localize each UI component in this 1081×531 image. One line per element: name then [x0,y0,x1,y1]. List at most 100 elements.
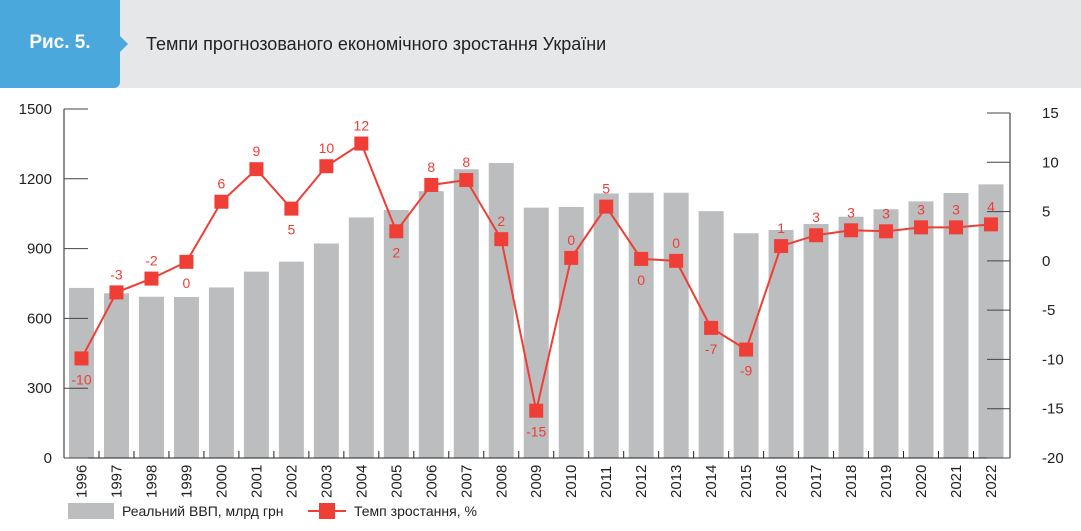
growth-data-label: -10 [71,371,91,387]
growth-data-label: 4 [987,198,995,214]
x-tick-label: 2014 [703,465,720,498]
growth-marker-2013 [669,253,684,268]
legend-line-swatch [308,503,346,519]
x-tick-label: 2017 [808,465,825,498]
left-tick-label: 1500 [19,101,52,118]
growth-data-label: 10 [319,140,335,156]
growth-data-label: 3 [917,201,925,217]
bar-1998 [138,296,164,458]
right-tick-label: -20 [1042,450,1064,467]
growth-data-label: 5 [602,181,610,197]
legend-label-gdp: Реальний ВВП, млрд грн [122,503,284,519]
growth-marker-2014 [704,320,719,335]
left-tick-label: 0 [44,450,52,467]
bar-2021 [943,192,969,458]
growth-marker-2020 [914,220,929,235]
x-tick-label: 2018 [843,465,860,498]
growth-marker-2018 [844,223,859,238]
figure-tab: Рис. 5. [0,0,120,88]
x-tick-label: 1998 [143,465,160,498]
x-tick-label: 2012 [633,465,650,498]
growth-data-label: 12 [354,118,370,134]
x-tick-label: 2007 [458,465,475,498]
left-tick-label: 300 [27,380,52,397]
x-tick-label: 2013 [668,465,685,498]
bar-2010 [558,206,584,458]
x-tick-label: 2022 [983,465,1000,498]
x-tick-label: 2021 [948,465,965,498]
bar-2007 [453,169,479,458]
growth-data-label: 6 [218,176,226,192]
growth-data-label: 9 [253,143,261,159]
growth-marker-2003 [319,159,334,174]
growth-marker-2001 [249,162,264,177]
x-tick-label: 2011 [598,466,615,498]
right-tick-label: -5 [1042,302,1055,319]
bar-2001 [243,271,269,458]
x-tick-label: 2019 [878,465,895,498]
bar-1997 [103,293,129,458]
bar-2017 [803,223,829,458]
right-tick-label: -15 [1042,401,1064,418]
growth-data-label: 8 [462,154,470,170]
legend-item-growth: Темп зростання, % [308,503,477,519]
growth-marker-1999 [179,254,194,269]
growth-marker-2011 [599,199,614,214]
growth-data-label: -15 [526,424,546,440]
bar-2012 [628,192,654,458]
growth-data-label: 8 [427,159,435,175]
growth-marker-2010 [564,250,579,265]
growth-marker-2006 [424,177,439,192]
growth-marker-1998 [144,271,159,286]
growth-marker-2016 [774,239,789,254]
growth-data-label: 3 [812,209,820,225]
growth-data-label: 0 [567,232,575,248]
legend-bar-swatch [68,503,114,519]
left-tick-label: 1200 [19,171,52,188]
growth-marker-2021 [949,220,963,235]
x-tick-label: 2002 [283,465,300,498]
bar-2004 [348,217,374,458]
x-tick-label: 1997 [108,465,125,498]
left-tick-label: 900 [27,241,52,258]
growth-data-label: 3 [952,201,960,217]
growth-data-label: -9 [740,363,753,379]
bar-2006 [418,191,444,458]
bar-2002 [278,261,304,458]
growth-marker-2000 [214,194,229,209]
x-tick-label: 1996 [74,465,91,498]
growth-marker-2002 [284,201,299,216]
growth-data-label: -7 [705,341,718,357]
growth-marker-2007 [459,173,474,188]
right-tick-label: 10 [1042,154,1059,171]
bar-1996 [69,287,94,458]
x-tick-label: 2010 [563,465,580,498]
x-tick-label: 2009 [528,465,545,498]
x-tick-label: 2020 [913,465,930,498]
bar-2013 [663,192,689,458]
bar-2011 [593,193,619,458]
growth-data-label: 0 [183,275,191,291]
growth-data-label: -3 [110,266,123,282]
growth-marker-2004 [354,136,369,151]
right-tick-label: 0 [1042,253,1050,270]
x-tick-label: 2004 [353,465,370,498]
x-tick-label: 2005 [388,465,405,498]
left-tick-label: 600 [27,310,52,327]
growth-marker-2022 [983,217,998,232]
bar-2005 [383,209,409,458]
bar-2008 [488,162,514,458]
bar-2000 [208,287,234,458]
growth-data-label: 2 [497,213,505,229]
growth-data-label: 3 [847,204,855,220]
growth-data-label: 5 [287,222,295,238]
x-tick-label: 2016 [773,465,790,498]
growth-marker-2008 [494,232,509,247]
bar-2016 [768,229,794,458]
figure-label: Рис. 5. [29,32,91,53]
growth-data-label: -2 [145,253,158,269]
growth-data-label: 0 [637,272,645,288]
x-tick-label: 2000 [213,465,230,498]
growth-data-label: 2 [392,244,400,260]
